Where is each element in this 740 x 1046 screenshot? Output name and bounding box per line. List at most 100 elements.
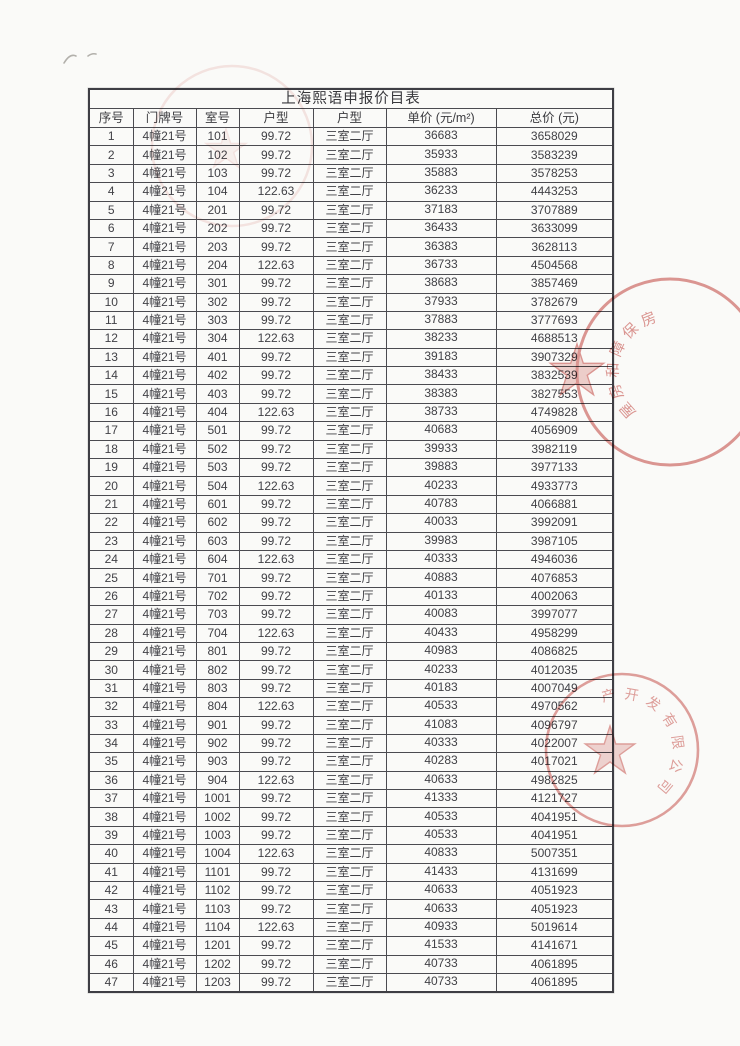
cell-door: 4幢21号	[132, 292, 197, 312]
table-row: 4 4幢21号 104 122.63 三室二厅 36233 4443253	[88, 182, 614, 202]
table-row: 21 4幢21号 601 99.72 三室二厅 40783 4066881	[88, 494, 614, 515]
cell-room: 1001	[195, 789, 240, 809]
cell-layout: 三室二厅	[312, 182, 387, 202]
cell-unit-price: 35883	[385, 163, 497, 184]
cell-total-price: 4982825	[495, 770, 614, 791]
cell-door: 4幢21号	[132, 715, 197, 735]
cell-area: 99.72	[238, 274, 314, 294]
cell-door: 4幢21号	[132, 494, 197, 515]
table-row: 25 4幢21号 701 99.72 三室二厅 40883 4076853	[88, 568, 614, 588]
cell-serial: 11	[88, 310, 134, 331]
cell-room: 1103	[195, 899, 240, 919]
cell-serial: 37	[88, 789, 134, 809]
cell-total-price: 4061895	[495, 972, 614, 993]
cell-layout: 三室二厅	[312, 200, 387, 220]
cell-layout: 三室二厅	[312, 586, 387, 607]
cell-room: 701	[195, 568, 240, 588]
cell-room: 304	[195, 329, 240, 349]
cell-serial: 26	[88, 586, 134, 607]
cell-serial: 44	[88, 917, 134, 938]
cell-layout: 三室二厅	[312, 862, 387, 883]
cell-layout: 三室二厅	[312, 807, 387, 827]
cell-room: 503	[195, 458, 240, 478]
table-row: 7 4幢21号 203 99.72 三室二厅 36383 3628113	[88, 237, 614, 257]
cell-door: 4幢21号	[132, 568, 197, 588]
cell-total-price: 4076853	[495, 568, 614, 588]
table-row: 15 4幢21号 403 99.72 三室二厅 38383 3827553	[88, 384, 614, 404]
cell-total-price: 3977133	[495, 458, 614, 478]
cell-area: 99.72	[238, 384, 314, 404]
cell-unit-price: 38383	[385, 384, 497, 404]
cell-unit-price: 40683	[385, 421, 497, 441]
cell-room: 401	[195, 347, 240, 368]
cell-area: 99.72	[238, 145, 314, 165]
cell-area: 99.72	[238, 237, 314, 257]
cell-unit-price: 40633	[385, 770, 497, 791]
cell-total-price: 3777693	[495, 310, 614, 331]
cell-total-price: 4041951	[495, 807, 614, 827]
cell-serial: 38	[88, 807, 134, 827]
cell-room: 1102	[195, 881, 240, 901]
cell-room: 703	[195, 605, 240, 625]
cell-serial: 22	[88, 513, 134, 533]
cell-room: 402	[195, 366, 240, 386]
cell-area: 122.63	[238, 329, 314, 349]
cell-area: 99.72	[238, 218, 314, 239]
cell-total-price: 3658029	[495, 126, 614, 147]
cell-room: 803	[195, 678, 240, 699]
cell-area: 99.72	[238, 347, 314, 368]
cell-layout: 三室二厅	[312, 274, 387, 294]
cell-unit-price: 37933	[385, 292, 497, 312]
cell-door: 4幢21号	[132, 329, 197, 349]
cell-unit-price: 40183	[385, 678, 497, 699]
cell-unit-price: 40533	[385, 807, 497, 827]
cell-total-price: 4970562	[495, 697, 614, 717]
cell-total-price: 4141671	[495, 936, 614, 956]
cell-serial: 14	[88, 366, 134, 386]
cell-area: 99.72	[238, 568, 314, 588]
cell-room: 1101	[195, 862, 240, 883]
cell-room: 301	[195, 274, 240, 294]
cell-area: 99.72	[238, 200, 314, 220]
pen-mark	[63, 52, 97, 64]
cell-layout: 三室二厅	[312, 513, 387, 533]
cell-unit-price: 38233	[385, 329, 497, 349]
cell-area: 99.72	[238, 862, 314, 883]
cell-total-price: 4086825	[495, 641, 614, 662]
cell-door: 4幢21号	[132, 917, 197, 938]
cell-layout: 三室二厅	[312, 733, 387, 754]
cell-total-price: 4022007	[495, 733, 614, 754]
cell-room: 604	[195, 549, 240, 570]
cell-area: 99.72	[238, 678, 314, 699]
cell-door: 4幢21号	[132, 182, 197, 202]
cell-unit-price: 40733	[385, 972, 497, 993]
cell-unit-price: 39183	[385, 347, 497, 368]
cell-layout: 三室二厅	[312, 660, 387, 680]
table-row: 38 4幢21号 1002 99.72 三室二厅 40533 4041951	[88, 807, 614, 827]
seal-text-char: 发	[643, 693, 664, 714]
table-row: 34 4幢21号 902 99.72 三室二厅 40333 4022007	[88, 733, 614, 754]
table-row: 2 4幢21号 102 99.72 三室二厅 35933 3583239	[88, 145, 614, 165]
cell-unit-price: 38733	[385, 402, 497, 423]
cell-layout: 三室二厅	[312, 936, 387, 956]
cell-serial: 23	[88, 531, 134, 551]
cell-layout: 三室二厅	[312, 605, 387, 625]
cell-total-price: 3633099	[495, 218, 614, 239]
cell-layout: 三室二厅	[312, 163, 387, 184]
table-row: 41 4幢21号 1101 99.72 三室二厅 41433 4131699	[88, 862, 614, 883]
table-row: 26 4幢21号 702 99.72 三室二厅 40133 4002063	[88, 586, 614, 607]
cell-area: 99.72	[238, 825, 314, 846]
cell-layout: 三室二厅	[312, 623, 387, 643]
table-row: 5 4幢21号 201 99.72 三室二厅 37183 3707889	[88, 200, 614, 220]
cell-area: 99.72	[238, 494, 314, 515]
table-row: 22 4幢21号 602 99.72 三室二厅 40033 3992091	[88, 513, 614, 533]
cell-total-price: 4504568	[495, 255, 614, 276]
cell-unit-price: 36433	[385, 218, 497, 239]
cell-door: 4幢21号	[132, 439, 197, 460]
cell-layout: 三室二厅	[312, 126, 387, 147]
cell-serial: 7	[88, 237, 134, 257]
table-row: 9 4幢21号 301 99.72 三室二厅 38683 3857469	[88, 274, 614, 294]
table-row: 19 4幢21号 503 99.72 三室二厅 39883 3977133	[88, 458, 614, 478]
cell-layout: 三室二厅	[312, 366, 387, 386]
cell-door: 4幢21号	[132, 402, 197, 423]
